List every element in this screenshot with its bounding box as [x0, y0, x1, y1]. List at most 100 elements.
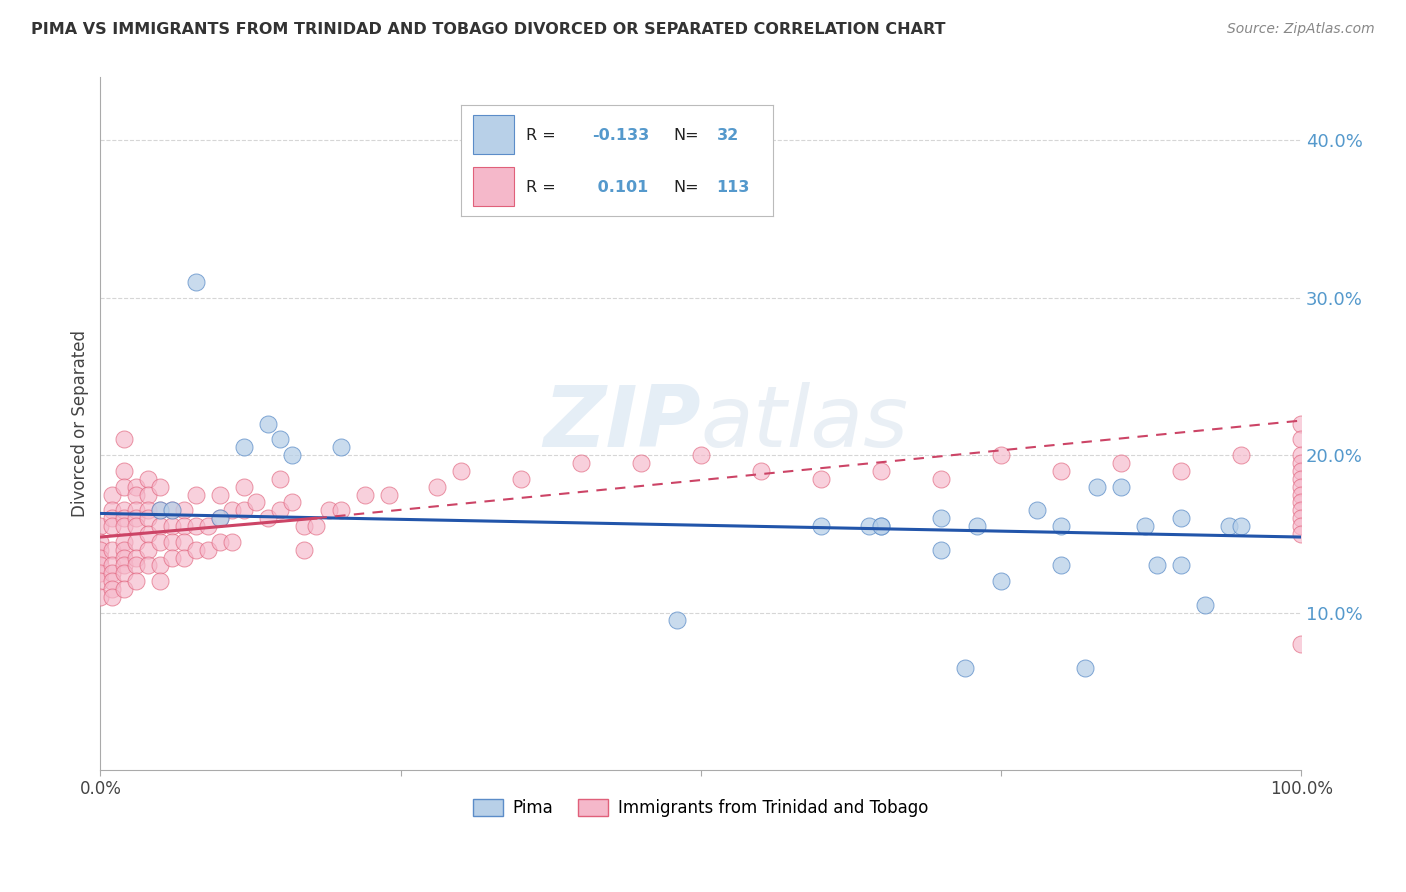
Point	[149, 503, 172, 517]
Point	[209, 511, 232, 525]
Point	[112, 519, 135, 533]
Point	[377, 487, 399, 501]
Point	[101, 511, 124, 525]
Point	[426, 480, 449, 494]
Point	[257, 511, 280, 525]
Point	[1289, 417, 1312, 431]
Point	[112, 433, 135, 447]
Point	[1026, 503, 1049, 517]
Point	[245, 495, 267, 509]
Point	[1074, 661, 1097, 675]
Point	[149, 574, 172, 588]
Point	[89, 519, 111, 533]
Point	[810, 472, 832, 486]
Point	[1230, 519, 1253, 533]
Point	[233, 480, 256, 494]
Point	[162, 519, 184, 533]
Point	[665, 614, 688, 628]
Point	[138, 558, 160, 573]
Point	[1050, 558, 1073, 573]
Point	[1289, 503, 1312, 517]
Point	[450, 464, 472, 478]
Point	[101, 574, 124, 588]
Point	[138, 472, 160, 486]
Y-axis label: Divorced or Separated: Divorced or Separated	[72, 330, 89, 517]
Point	[1050, 464, 1073, 478]
Point	[749, 464, 772, 478]
Point	[101, 582, 124, 596]
Point	[112, 542, 135, 557]
Point	[186, 275, 208, 289]
Point	[112, 534, 135, 549]
Point	[101, 542, 124, 557]
Point	[1170, 511, 1192, 525]
Point	[125, 503, 148, 517]
Point	[149, 558, 172, 573]
Point	[281, 495, 304, 509]
Point	[257, 417, 280, 431]
Point	[89, 590, 111, 604]
Point	[1170, 558, 1192, 573]
Point	[233, 440, 256, 454]
Point	[221, 534, 243, 549]
Point	[138, 503, 160, 517]
Point	[173, 534, 195, 549]
Point	[1289, 511, 1312, 525]
Point	[112, 464, 135, 478]
Point	[149, 480, 172, 494]
Point	[209, 534, 232, 549]
Point	[294, 542, 316, 557]
Point	[197, 542, 219, 557]
Point	[125, 550, 148, 565]
Point	[870, 519, 893, 533]
Point	[929, 472, 952, 486]
Point	[112, 582, 135, 596]
Text: atlas: atlas	[700, 382, 908, 466]
Point	[929, 542, 952, 557]
Point	[89, 558, 111, 573]
Text: ZIP: ZIP	[543, 382, 700, 466]
Point	[1289, 464, 1312, 478]
Point	[929, 511, 952, 525]
Point	[101, 566, 124, 581]
Point	[162, 534, 184, 549]
Point	[1194, 598, 1216, 612]
Point	[101, 519, 124, 533]
Point	[162, 503, 184, 517]
Point	[101, 558, 124, 573]
Point	[221, 503, 243, 517]
Point	[281, 448, 304, 462]
Point	[990, 574, 1012, 588]
Point	[1109, 480, 1132, 494]
Point	[112, 503, 135, 517]
Point	[1289, 527, 1312, 541]
Point	[89, 566, 111, 581]
Point	[125, 534, 148, 549]
Point	[689, 448, 711, 462]
Point	[1289, 495, 1312, 509]
Point	[125, 511, 148, 525]
Point	[1289, 456, 1312, 470]
Point	[870, 519, 893, 533]
Point	[353, 487, 375, 501]
Point	[186, 542, 208, 557]
Point	[1085, 480, 1108, 494]
Point	[125, 487, 148, 501]
Point	[112, 480, 135, 494]
Point	[101, 590, 124, 604]
Point	[197, 519, 219, 533]
Point	[1289, 637, 1312, 651]
Text: PIMA VS IMMIGRANTS FROM TRINIDAD AND TOBAGO DIVORCED OR SEPARATED CORRELATION CH: PIMA VS IMMIGRANTS FROM TRINIDAD AND TOB…	[31, 22, 945, 37]
Point	[173, 550, 195, 565]
Point	[162, 550, 184, 565]
Point	[269, 472, 291, 486]
Text: Source: ZipAtlas.com: Source: ZipAtlas.com	[1227, 22, 1375, 37]
Point	[1050, 519, 1073, 533]
Point	[162, 503, 184, 517]
Point	[329, 503, 352, 517]
Point	[138, 511, 160, 525]
Point	[870, 464, 893, 478]
Point	[1289, 519, 1312, 533]
Point	[138, 542, 160, 557]
Point	[149, 519, 172, 533]
